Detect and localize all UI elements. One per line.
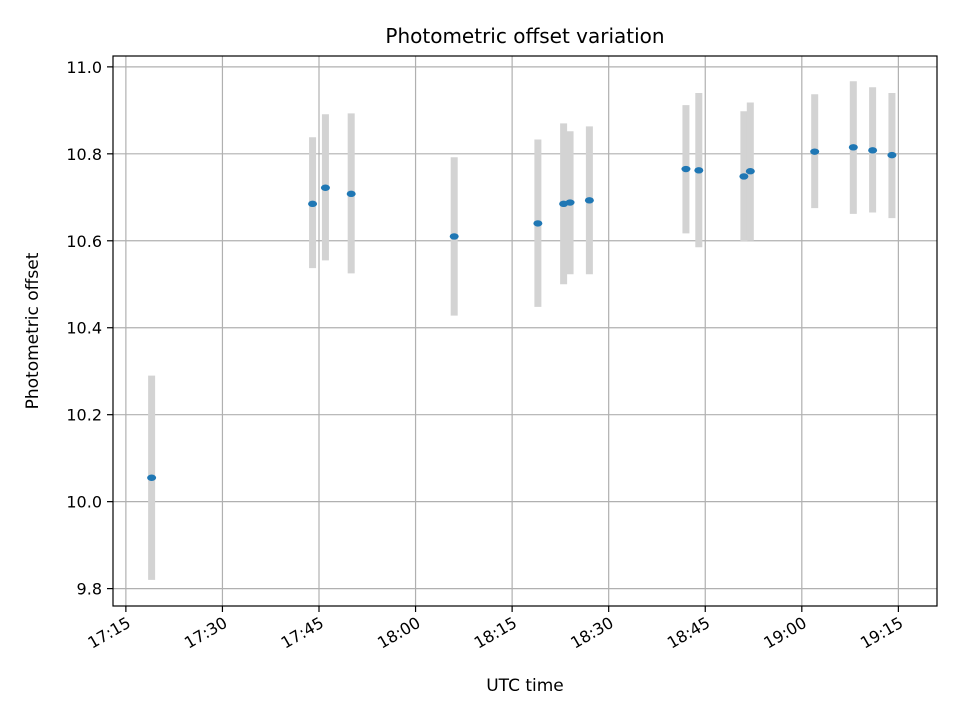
x-tick-label: 18:15 — [471, 613, 520, 653]
data-point — [868, 147, 878, 154]
x-tick-label: 17:15 — [84, 613, 133, 653]
data-point — [320, 184, 330, 191]
data-point — [147, 474, 157, 481]
data-point — [346, 190, 356, 198]
x-tick-label: 18:30 — [567, 613, 616, 653]
y-tick-label: 9.8 — [77, 580, 102, 599]
x-tick-label: 19:00 — [760, 613, 809, 653]
data-point — [449, 233, 459, 240]
y-tick-label: 10.4 — [66, 319, 102, 338]
data-point — [694, 167, 704, 174]
x-tick-label: 18:45 — [664, 613, 713, 653]
data-point — [308, 200, 318, 208]
x-tick-label: 19:15 — [857, 613, 906, 653]
data-point — [745, 168, 755, 175]
y-axis-title: Photometric offset — [23, 252, 43, 409]
grid-layer — [113, 56, 937, 606]
data-point — [565, 199, 575, 206]
data-point — [681, 165, 691, 173]
x-tick-label: 18:00 — [374, 613, 423, 653]
data-point — [584, 197, 594, 204]
axis-layer: 17:15 17:30 17:45 18:00 18:15 18:30 18:45 19:00… — [66, 58, 906, 653]
plot-frame — [112, 55, 938, 607]
x-axis-title: UTC time — [486, 676, 564, 696]
x-tick-label: 17:30 — [181, 613, 230, 653]
data-point — [810, 148, 820, 155]
data-point — [739, 173, 749, 180]
x-tick-label: 17:45 — [278, 613, 327, 653]
y-tick-label: 10.2 — [66, 406, 102, 425]
y-tick-label: 10.0 — [66, 493, 102, 512]
data-point — [848, 144, 858, 151]
chart-title: Photometric offset variation — [385, 24, 664, 48]
data-point — [533, 220, 543, 227]
data-point — [887, 151, 897, 159]
y-tick-label: 10.6 — [66, 232, 102, 251]
y-tick-label: 11.0 — [66, 58, 102, 77]
errorbar-layer — [148, 81, 896, 580]
point-layer — [147, 144, 897, 481]
y-tick-label: 10.8 — [66, 145, 102, 164]
